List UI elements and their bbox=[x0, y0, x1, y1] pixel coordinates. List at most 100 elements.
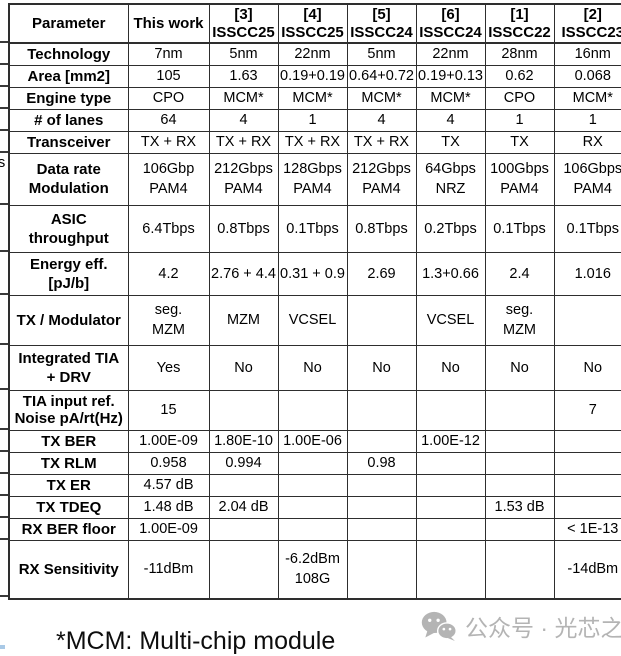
table-cell: 0.958 bbox=[127, 451, 210, 475]
table-cell: 64 bbox=[127, 108, 210, 132]
table-cell bbox=[208, 389, 279, 431]
table-cell: 105 bbox=[127, 64, 210, 88]
table-cell: 2.04 dB bbox=[208, 495, 279, 519]
table-cell: 0.994 bbox=[208, 451, 279, 475]
row-label: # of lanes bbox=[8, 108, 129, 132]
table-cell bbox=[484, 429, 555, 453]
table-cell bbox=[346, 429, 417, 453]
table-cell bbox=[415, 517, 486, 541]
table-cell bbox=[415, 473, 486, 497]
table-cell: -6.2dBm 108G bbox=[277, 539, 348, 600]
table-cell: No bbox=[277, 344, 348, 391]
cropped-row-line bbox=[0, 250, 9, 252]
table-cell: 16nm bbox=[553, 42, 621, 66]
table-cell: RX bbox=[553, 130, 621, 154]
table-cell bbox=[346, 517, 417, 541]
comparison-table: Parameter This work [3] ISSCC25 [4] ISSC… bbox=[8, 3, 621, 600]
table-cell: No bbox=[553, 344, 621, 391]
table-cell bbox=[208, 517, 279, 541]
table-cell bbox=[346, 495, 417, 519]
table-cell: MCM* bbox=[346, 86, 417, 110]
table-cell: 1 bbox=[484, 108, 555, 132]
row-label: TX ER bbox=[8, 473, 129, 497]
row-label: TX BER bbox=[8, 429, 129, 453]
table-row: Area [mm2] 105 1.63 0.19+0.19 0.64+0.72 … bbox=[8, 64, 621, 88]
table-cell: 128Gbps PAM4 bbox=[277, 152, 348, 206]
table-cell: No bbox=[346, 344, 417, 391]
table-cell bbox=[277, 495, 348, 519]
table-cell: 7nm bbox=[127, 42, 210, 66]
wechat-icon bbox=[421, 611, 457, 641]
row-label: TX TDEQ bbox=[8, 495, 129, 519]
table-cell: 2.4 bbox=[484, 251, 555, 296]
column-header-ref6: [6] ISSCC24 bbox=[415, 3, 486, 44]
table-cell: 1 bbox=[277, 108, 348, 132]
table-cell: 106Gbps PAM4 bbox=[553, 152, 621, 206]
table-cell: 22nm bbox=[415, 42, 486, 66]
table-cell bbox=[415, 539, 486, 600]
table-cell: 0.1Tbps bbox=[277, 204, 348, 253]
row-label: TX RLM bbox=[8, 451, 129, 475]
cropped-row-line bbox=[0, 85, 9, 87]
table-cell bbox=[415, 389, 486, 431]
column-header-ref4: [4] ISSCC25 bbox=[277, 3, 348, 44]
table-cell: seg. MZM bbox=[127, 294, 210, 346]
table-row: TX TDEQ 1.48 dB 2.04 dB 1.53 dB bbox=[8, 495, 621, 519]
table-cell: TX + RX bbox=[127, 130, 210, 154]
table-cell: 0.2Tbps bbox=[415, 204, 486, 253]
table-cell: -11dBm bbox=[127, 539, 210, 600]
table-cell: TX bbox=[415, 130, 486, 154]
table-cell: CPO bbox=[484, 86, 555, 110]
row-label: Area [mm2] bbox=[8, 64, 129, 88]
table-cell: 1.48 dB bbox=[127, 495, 210, 519]
cropped-row-line bbox=[0, 388, 9, 390]
column-header-ref5: [5] ISSCC24 bbox=[346, 3, 417, 44]
column-header-ref3: [3] ISSCC25 bbox=[208, 3, 279, 44]
table-cell: VCSEL bbox=[415, 294, 486, 346]
table-cell: 1.3+0.66 bbox=[415, 251, 486, 296]
table-cell: 1.016 bbox=[553, 251, 621, 296]
table-cell: -14dBm bbox=[553, 539, 621, 600]
table-cell: CPO bbox=[127, 86, 210, 110]
table-cell: TX + RX bbox=[208, 130, 279, 154]
footnote: *MCM: Multi-chip module bbox=[56, 627, 336, 655]
table-cell: 0.8Tbps bbox=[346, 204, 417, 253]
table-cell: 0.31 + 0.9 bbox=[277, 251, 348, 296]
table-row: TIA input ref. Noise pA/rt(Hz) 15 7 bbox=[8, 389, 621, 431]
header-row: Parameter This work [3] ISSCC25 [4] ISSC… bbox=[8, 3, 621, 44]
row-label: Data rate Modulation bbox=[8, 152, 129, 206]
table-row: Technology 7nm 5nm 22nm 5nm 22nm 28nm 16… bbox=[8, 42, 621, 66]
table-cell: 28nm bbox=[484, 42, 555, 66]
table-cell: 106Gbp PAM4 bbox=[127, 152, 210, 206]
cropped-row-line bbox=[0, 494, 9, 496]
table-cell: 5nm bbox=[208, 42, 279, 66]
table-row: TX / Modulator seg. MZM MZM VCSEL VCSEL … bbox=[8, 294, 621, 346]
table-cell: TX bbox=[484, 130, 555, 154]
table-cell bbox=[415, 495, 486, 519]
table-cell bbox=[208, 473, 279, 497]
table-cell: 0.19+0.13 bbox=[415, 64, 486, 88]
column-header-this-work: This work bbox=[127, 3, 210, 44]
column-header-ref1: [1] ISSCC22 bbox=[484, 3, 555, 44]
table-cell: 22nm bbox=[277, 42, 348, 66]
table-row: Engine type CPO MCM* MCM* MCM* MCM* CPO … bbox=[8, 86, 621, 110]
table-cell: 2.69 bbox=[346, 251, 417, 296]
table-cell: 4 bbox=[208, 108, 279, 132]
table-cell: 0.64+0.72 bbox=[346, 64, 417, 88]
table-row: TX ER 4.57 dB bbox=[8, 473, 621, 497]
table-cell bbox=[553, 294, 621, 346]
table-cell: 0.62 bbox=[484, 64, 555, 88]
table-cell: MCM* bbox=[277, 86, 348, 110]
table-cell: 0.068 bbox=[553, 64, 621, 88]
cropped-row-line bbox=[0, 472, 9, 474]
watermark-text: 公众号 · 光芯之路 bbox=[465, 615, 621, 641]
table-cell: MZM bbox=[208, 294, 279, 346]
table-cell: 0.8Tbps bbox=[208, 204, 279, 253]
table-row: Transceiver TX + RX TX + RX TX + RX TX +… bbox=[8, 130, 621, 154]
row-label: RX Sensitivity bbox=[8, 539, 129, 600]
cropped-row-line bbox=[0, 63, 9, 65]
table-row: ASIC throughput 6.4Tbps 0.8Tbps 0.1Tbps … bbox=[8, 204, 621, 253]
table-cell: 1.80E-10 bbox=[208, 429, 279, 453]
table-cell bbox=[277, 451, 348, 475]
table-cell: 4.2 bbox=[127, 251, 210, 296]
